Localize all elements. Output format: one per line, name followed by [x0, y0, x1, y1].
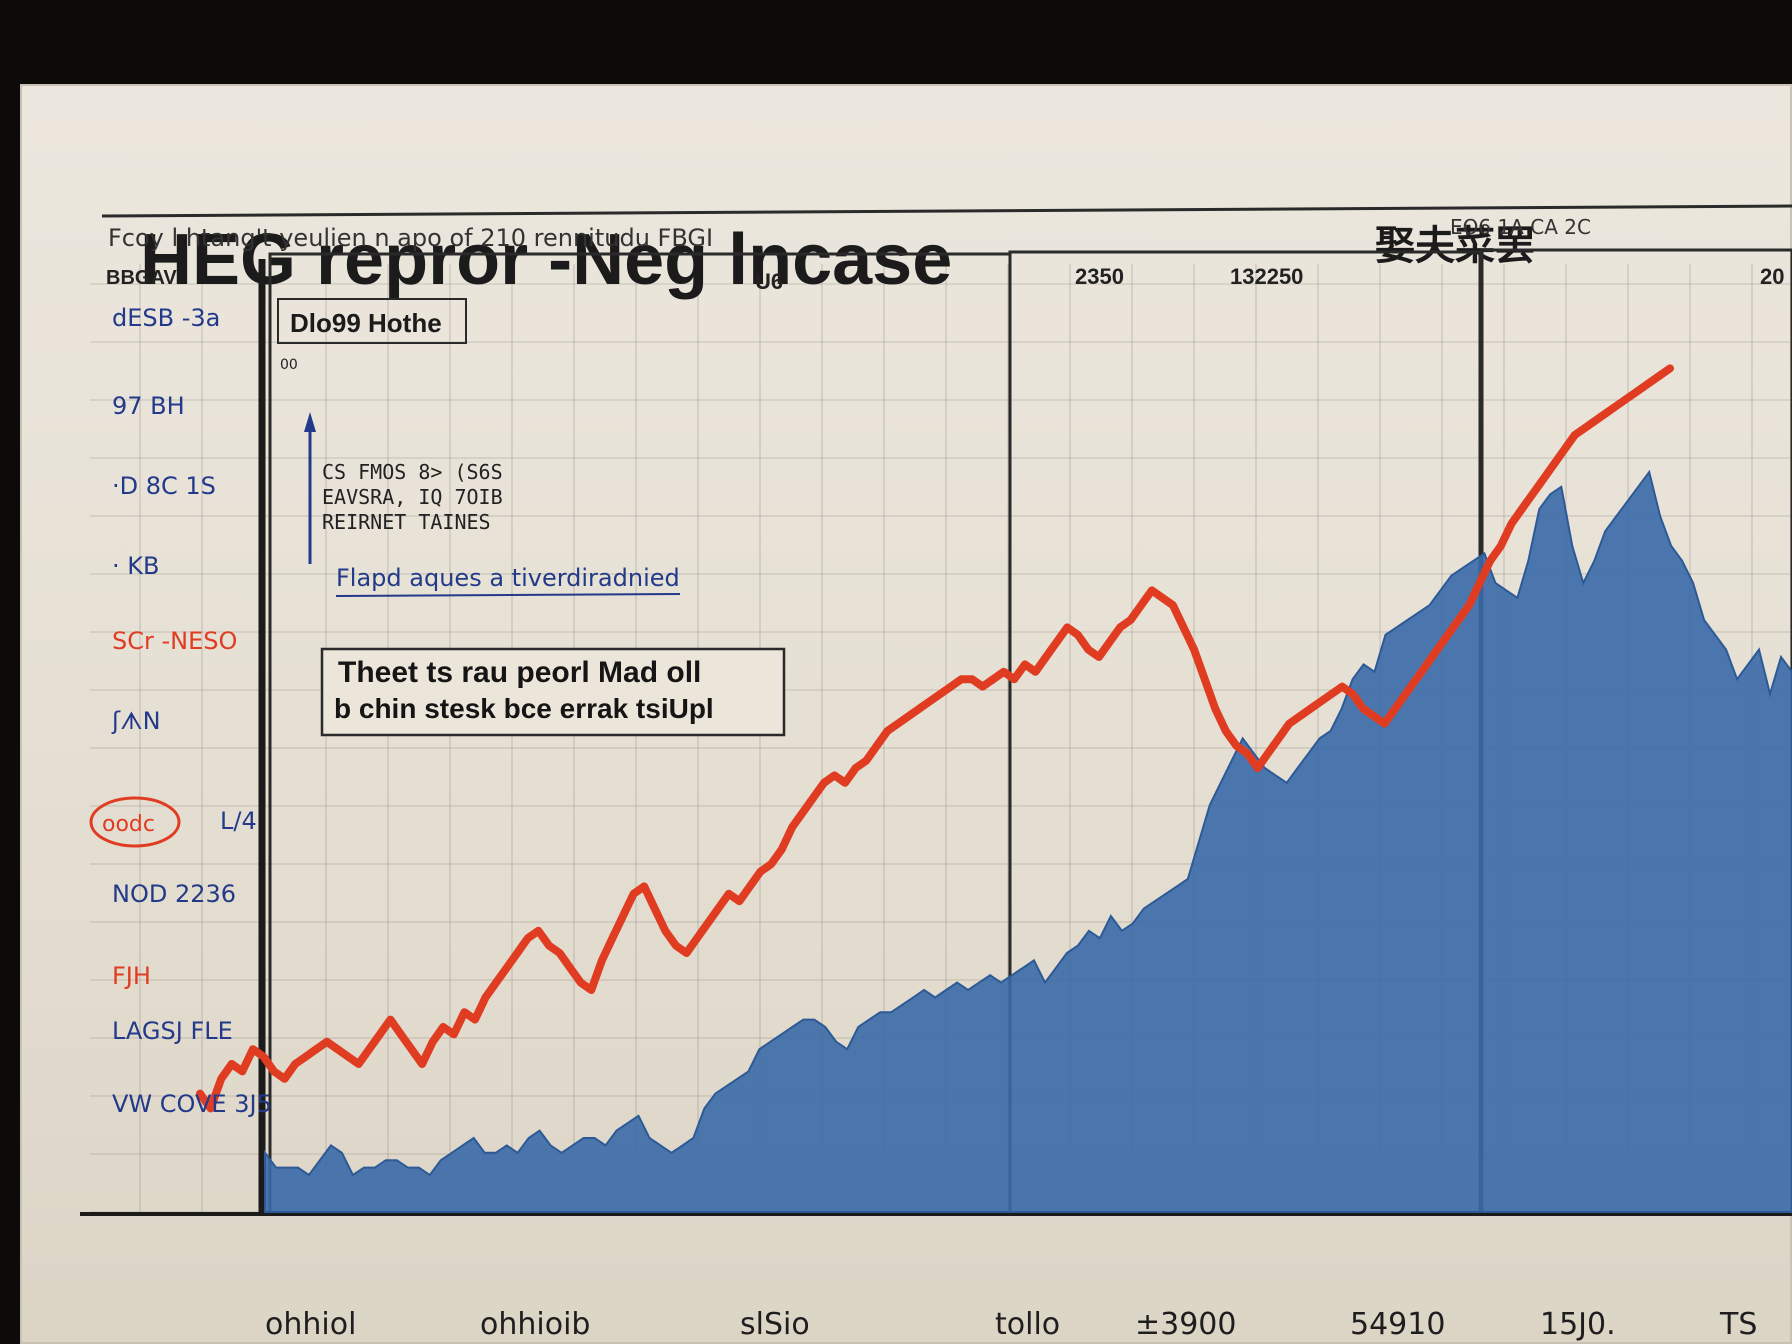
callout-caption: Flapd aques a tiverdiradnied — [336, 564, 680, 592]
y-label-3: · KB — [112, 552, 159, 580]
x-label-0: ohhiol — [265, 1307, 356, 1342]
x-label-6: 15J0. — [1540, 1307, 1616, 1342]
y-label-4: SCr -NESO — [112, 627, 237, 655]
y-label-10: VW COVE 3J5 — [112, 1090, 272, 1118]
red-line-series — [196, 364, 1674, 1113]
circled-label: oodc — [102, 812, 155, 837]
x-label-2: slSio — [740, 1307, 810, 1342]
note-line-3: REIRNET TAINES — [322, 510, 491, 534]
arrow-head — [304, 412, 316, 432]
chart-title: HEG repror -Neg lncase — [140, 220, 952, 300]
legend-box — [277, 298, 467, 344]
legend-label: Dlo99 Hothe — [290, 308, 442, 338]
panel-label-3: 132250 — [1230, 264, 1303, 289]
x-label-7: TS — [1719, 1307, 1757, 1342]
title-rule — [101, 204, 1792, 218]
x-labels: ohhiol ohhioib slSio tollo ±3900 54910 15J0. TS — [265, 1307, 1757, 1342]
circled-label-ring — [89, 796, 181, 848]
x-label-3: tollo — [995, 1307, 1060, 1342]
annotation-line-1: Theet ts rau peorl Mad oll — [338, 656, 701, 689]
chart-subtitle: Fcoy l htang't yeulien n apo of 210 renn… — [108, 224, 713, 252]
side-header: BBGAV — [106, 267, 177, 289]
note-line-1: CS FMOS 8> (S6S — [322, 460, 503, 484]
x-label-1: ohhioib — [480, 1307, 590, 1342]
y-label-9: LAGSJ FLE — [112, 1017, 233, 1045]
y-label-1: 97 BH — [112, 392, 185, 420]
panel-label-1: U6 — [755, 269, 783, 294]
chart-canvas: HEG repror -Neg lncase 娶夫菜罢 Fcoy l htang… — [80, 204, 1792, 1342]
y-label-2: ·D 8C 1S — [112, 472, 216, 500]
y-label-5: ʃᗑN — [111, 707, 161, 735]
blue-area-series — [264, 469, 1792, 1213]
top-right-label: EO6 1A CA 2C — [1450, 215, 1591, 239]
annotation-box — [320, 647, 786, 737]
cjk-title: 娶夫菜罢 — [1375, 224, 1535, 268]
caption-underline — [335, 593, 681, 597]
y-label-6: L/4 — [220, 807, 257, 835]
y-label-0: dESB -3a — [112, 304, 220, 332]
panel-label-2: 2350 — [1075, 264, 1124, 289]
paper-sheet: HEG repror -Neg lncase 娶夫菜罢 Fcoy l htang… — [20, 84, 1792, 1344]
y-label-8: FJH — [112, 962, 151, 990]
panel-label-4: 20 — [1760, 264, 1784, 289]
annotation-line-2: b chin stesk bce errak tsiUpl — [334, 693, 714, 724]
y-label-7: NOD 2236 — [112, 880, 236, 908]
legend-marker: 00 — [280, 357, 298, 373]
left-labels: dESB -3a 97 BH ·D 8C 1S · KB SCr -NESO ʃᗑN L/4… — [111, 304, 272, 1118]
note-line-2: EAVSRA, IQ 7OIB — [322, 485, 503, 509]
x-label-5: 54910 — [1350, 1307, 1445, 1342]
x-label-4: ±3900 — [1135, 1307, 1236, 1342]
